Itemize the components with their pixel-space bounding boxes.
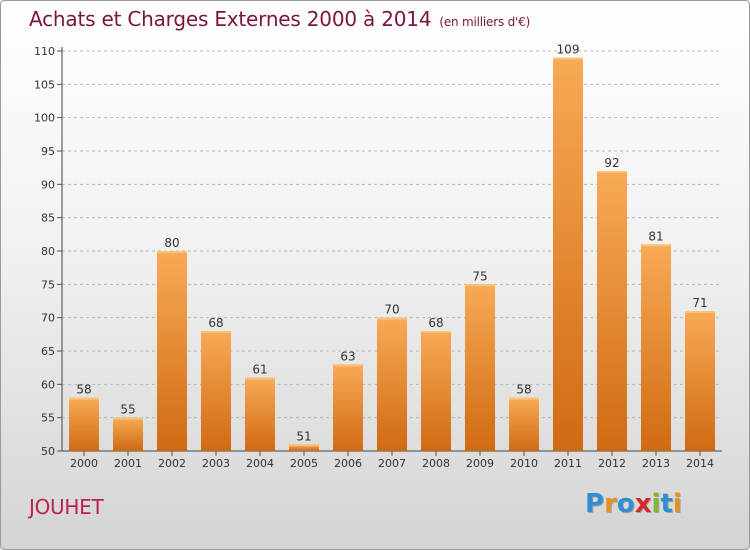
y-tick-label: 75 <box>41 278 55 291</box>
bar-top-highlight <box>377 317 407 320</box>
data-label-2003: 68 <box>208 316 223 330</box>
x-tick-label: 2003 <box>202 457 230 470</box>
bar-2012 <box>597 171 627 451</box>
x-tick-label: 2010 <box>510 457 538 470</box>
x-tick-label: 2005 <box>290 457 318 470</box>
x-tick-label: 2004 <box>246 457 274 470</box>
data-label-2013: 81 <box>648 229 663 243</box>
bar-top-highlight <box>333 364 363 367</box>
x-tick-label: 2009 <box>466 457 494 470</box>
bar-top-highlight <box>69 397 99 400</box>
y-tick-label: 105 <box>34 78 55 91</box>
bar-2009 <box>465 284 495 451</box>
bar-top-highlight <box>421 331 451 333</box>
bar-2005 <box>289 444 319 451</box>
bar-2007 <box>377 317 407 451</box>
logo-letter: o <box>616 489 635 519</box>
bar-2003 <box>201 331 231 451</box>
bar-2006 <box>333 364 363 451</box>
data-label-2012: 92 <box>604 156 619 170</box>
y-tick-label: 110 <box>34 45 55 58</box>
x-tick-label: 2000 <box>70 457 98 470</box>
y-tick-label: 80 <box>41 245 55 258</box>
title-unit: (en milliers d'€) <box>439 15 531 29</box>
x-tick-label: 2011 <box>554 457 582 470</box>
proxiti-logo: Proxiti <box>585 489 682 519</box>
title-text: Achats et Charges Externes 2000 à 2014 <box>29 7 432 31</box>
data-label-2010: 58 <box>516 383 531 397</box>
y-tick-label: 85 <box>41 212 55 225</box>
y-tick-label: 90 <box>41 178 55 191</box>
data-label-2007: 70 <box>384 303 399 317</box>
bar-top-highlight <box>685 311 715 313</box>
bar-2001 <box>113 417 143 451</box>
data-label-2000: 58 <box>76 383 91 397</box>
logo-letter: t <box>660 489 673 519</box>
bar-2010 <box>509 397 539 451</box>
data-label-2014: 71 <box>692 296 707 310</box>
x-tick-label: 2006 <box>334 457 362 470</box>
bar-top-highlight <box>553 57 583 60</box>
data-label-2009: 75 <box>472 269 487 283</box>
logo-letter: x <box>634 489 652 519</box>
y-tick-label: 95 <box>41 145 55 158</box>
chart-title: Achats et Charges Externes 2000 à 2014 (e… <box>29 7 530 31</box>
logo-letter: i <box>651 489 661 519</box>
y-tick-label: 70 <box>41 312 55 325</box>
bar-2000 <box>69 397 99 451</box>
bar-top-highlight <box>509 397 539 400</box>
data-label-2002: 80 <box>164 236 179 250</box>
x-tick-label: 2001 <box>114 457 142 470</box>
bar-top-highlight <box>597 171 627 173</box>
y-tick-label: 100 <box>34 112 55 125</box>
bar-2004 <box>245 377 275 451</box>
bar-top-highlight <box>245 377 275 380</box>
bar-2013 <box>641 244 671 451</box>
logo-letter: P <box>585 489 605 519</box>
data-label-2011: 109 <box>557 43 580 57</box>
bar-2002 <box>157 251 187 451</box>
x-tick-label: 2008 <box>422 457 450 470</box>
bar-top-highlight <box>641 244 671 247</box>
logo-letter: r <box>604 489 617 519</box>
data-label-2004: 61 <box>252 363 267 377</box>
y-tick-label: 65 <box>41 345 55 358</box>
bar-2008 <box>421 331 451 451</box>
x-tick-label: 2002 <box>158 457 186 470</box>
y-tick-label: 50 <box>41 445 55 458</box>
data-label-2005: 51 <box>296 429 311 443</box>
y-tick-label: 55 <box>41 412 55 425</box>
bar-top-highlight <box>465 284 495 287</box>
data-label-2008: 68 <box>428 316 443 330</box>
y-tick-label: 60 <box>41 378 55 391</box>
bar-top-highlight <box>289 444 319 447</box>
x-tick-label: 2013 <box>642 457 670 470</box>
x-tick-label: 2014 <box>686 457 714 470</box>
x-tick-label: 2012 <box>598 457 626 470</box>
commune-name: JOUHET <box>29 495 104 519</box>
bar-2014 <box>685 311 715 451</box>
bar-2011 <box>553 57 583 452</box>
bar-top-highlight <box>201 331 231 333</box>
data-label-2006: 63 <box>340 349 355 363</box>
bar-top-highlight <box>157 251 187 253</box>
bar-top-highlight <box>113 417 143 420</box>
data-label-2001: 55 <box>120 403 135 417</box>
logo-letter: i <box>672 489 682 519</box>
x-tick-label: 2007 <box>378 457 406 470</box>
